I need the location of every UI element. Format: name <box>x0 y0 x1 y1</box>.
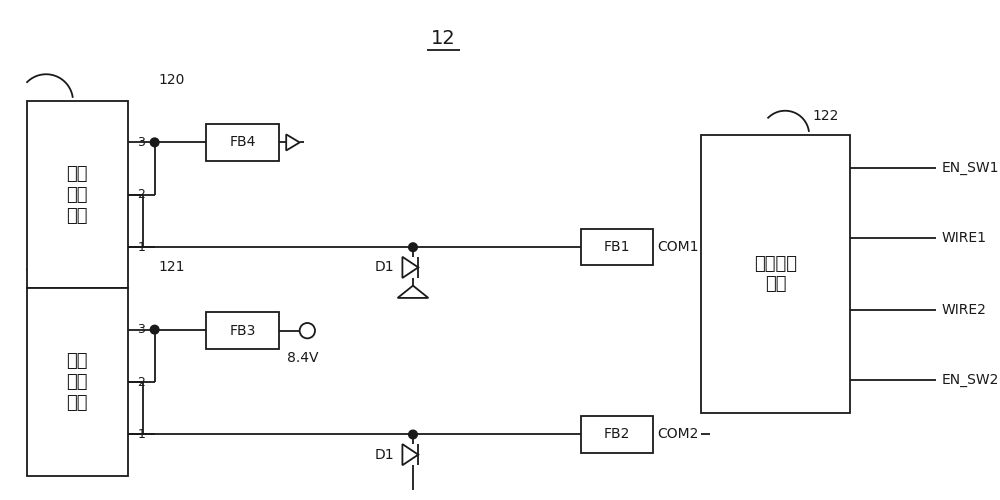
Text: EN_SW2: EN_SW2 <box>941 373 999 387</box>
Text: D1: D1 <box>374 448 394 462</box>
Circle shape <box>409 243 417 252</box>
Text: 3: 3 <box>137 136 145 149</box>
Polygon shape <box>402 444 418 465</box>
Polygon shape <box>398 286 428 298</box>
Bar <box>27 288 128 476</box>
Text: 第一
通讯
接口: 第一 通讯 接口 <box>67 352 88 412</box>
Text: FB1: FB1 <box>604 240 630 254</box>
Bar <box>206 312 279 349</box>
Bar <box>27 101 128 288</box>
Text: D1: D1 <box>374 260 394 274</box>
Text: 3: 3 <box>137 323 145 336</box>
Text: FB4: FB4 <box>229 136 256 149</box>
Text: 120: 120 <box>158 73 185 87</box>
Bar <box>701 135 850 413</box>
Text: 2: 2 <box>137 376 145 388</box>
Text: 1: 1 <box>137 428 145 441</box>
Text: FB2: FB2 <box>604 428 630 442</box>
Text: WIRE2: WIRE2 <box>941 303 986 317</box>
Circle shape <box>409 430 417 439</box>
Text: COM2: COM2 <box>657 428 698 442</box>
Polygon shape <box>402 257 418 278</box>
Text: FB3: FB3 <box>229 324 256 338</box>
Text: 12: 12 <box>431 29 456 48</box>
Text: WIRE1: WIRE1 <box>941 231 986 245</box>
Bar <box>206 124 279 160</box>
Text: 1: 1 <box>137 240 145 254</box>
Text: 122: 122 <box>812 108 838 122</box>
Text: 2: 2 <box>137 188 145 202</box>
Circle shape <box>300 323 315 338</box>
Text: 121: 121 <box>158 260 185 274</box>
Text: COM1: COM1 <box>657 240 698 254</box>
Text: 控制开关
单元: 控制开关 单元 <box>754 254 797 294</box>
Circle shape <box>150 326 159 334</box>
Text: 第一
通讯
接口: 第一 通讯 接口 <box>67 165 88 224</box>
Circle shape <box>150 138 159 146</box>
Bar <box>581 229 653 266</box>
Bar <box>581 416 653 453</box>
Polygon shape <box>286 134 300 150</box>
Text: EN_SW1: EN_SW1 <box>941 161 999 175</box>
Text: 8.4V: 8.4V <box>287 350 318 364</box>
